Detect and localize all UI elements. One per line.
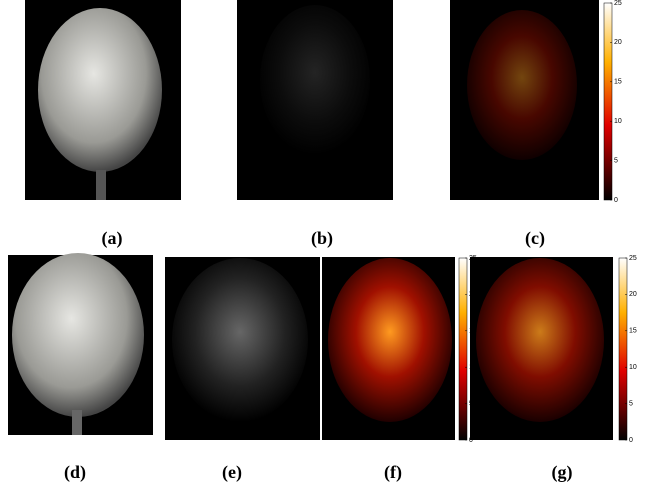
- colorbar: [619, 258, 627, 440]
- image-f: [322, 257, 455, 440]
- colorbar-tick-label: 0: [629, 437, 633, 444]
- colorbar-tick-label: 25: [469, 255, 477, 262]
- figure: (a) (b) (c) (d) (e) (f) (g) 0 5 10 15 20 25 0 5 10 15 20 2…: [0, 0, 645, 492]
- colorbar-tick-label: 20: [469, 291, 477, 298]
- colorbar-tick-label: 10: [629, 364, 637, 371]
- colorbar-tick-label: 10: [614, 118, 622, 125]
- panel-label: (g): [552, 462, 573, 483]
- colorbar: [459, 258, 467, 440]
- image-d: [8, 253, 153, 435]
- image-e: [165, 257, 320, 440]
- colorbar-tick-label: 20: [614, 39, 622, 46]
- panel-label: (e): [222, 462, 242, 483]
- colorbar-tick-label: 5: [614, 157, 618, 164]
- colorbar-tick-label: 25: [614, 0, 622, 7]
- image-b: [237, 0, 393, 200]
- panel-label: (a): [102, 228, 123, 249]
- panel-label: (f): [384, 462, 402, 483]
- colorbar-tick-label: 10: [469, 364, 477, 371]
- panel-label: (b): [311, 228, 333, 249]
- colorbar-tick-label: 25: [629, 255, 637, 262]
- panel-label: (c): [525, 228, 545, 249]
- colorbar-tick-label: 5: [469, 400, 473, 407]
- colorbar-tick-label: 15: [629, 328, 637, 335]
- panel-label: (d): [64, 462, 86, 483]
- colorbar-tick-label: 15: [469, 328, 477, 335]
- colorbar-tick-label: 5: [629, 400, 633, 407]
- image-c: [450, 0, 599, 200]
- image-a: [25, 0, 181, 200]
- colorbar-tick-label: 0: [469, 437, 473, 444]
- colorbar: [604, 3, 612, 200]
- image-g: [470, 257, 613, 440]
- colorbar-tick-label: 15: [614, 79, 622, 86]
- colorbar-tick-label: 0: [614, 197, 618, 204]
- colorbar-tick-label: 20: [629, 291, 637, 298]
